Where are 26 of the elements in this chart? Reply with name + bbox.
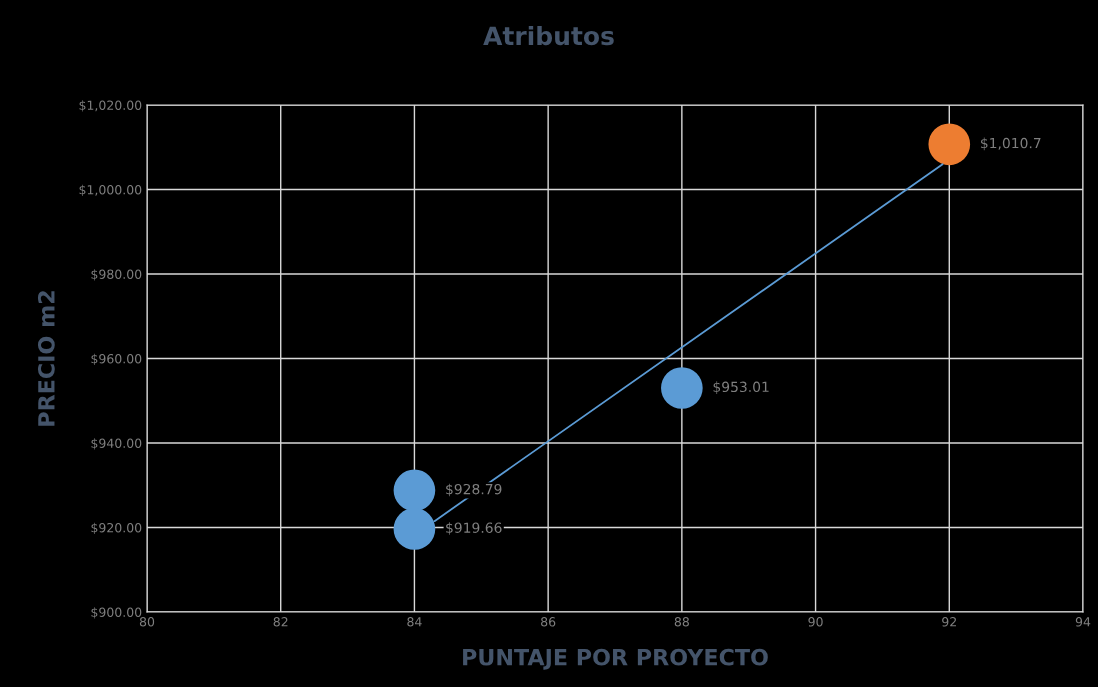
x-tick-label: 88 xyxy=(674,617,689,627)
y-tick-label: $900.00 xyxy=(91,607,142,619)
data-label: $919.66 xyxy=(446,522,502,535)
point xyxy=(928,123,971,166)
y-tick-label: $980.00 xyxy=(91,269,142,281)
y-tick-label: $940.00 xyxy=(91,438,142,450)
chart-title: Atributos xyxy=(483,25,614,46)
data-label: $1,010.7 xyxy=(980,137,1041,151)
x-tick-label: 84 xyxy=(407,617,422,627)
x-tick-label: 80 xyxy=(139,617,155,627)
x-tick-label: 86 xyxy=(541,617,556,627)
x-tick-label: 82 xyxy=(273,617,288,627)
y-tick-label: $960.00 xyxy=(91,353,142,366)
y-axis-title: PRECIO m2 xyxy=(37,291,55,426)
data-label: $928.79 xyxy=(446,483,502,497)
x-tick-label: 90 xyxy=(808,617,823,627)
y-tick-label: $1,000.00 xyxy=(79,184,142,197)
point xyxy=(661,367,703,409)
y-tick-label: $1,020.00 xyxy=(79,100,142,112)
data-label: $953.01 xyxy=(713,381,769,394)
x-tick-label: 94 xyxy=(1075,617,1091,627)
point xyxy=(393,508,436,550)
y-tick-label: $920.00 xyxy=(91,522,142,535)
point xyxy=(393,469,436,512)
x-tick-label: 92 xyxy=(942,617,956,627)
x-axis-title: PUNTAJE POR PROYECTO xyxy=(463,648,768,670)
